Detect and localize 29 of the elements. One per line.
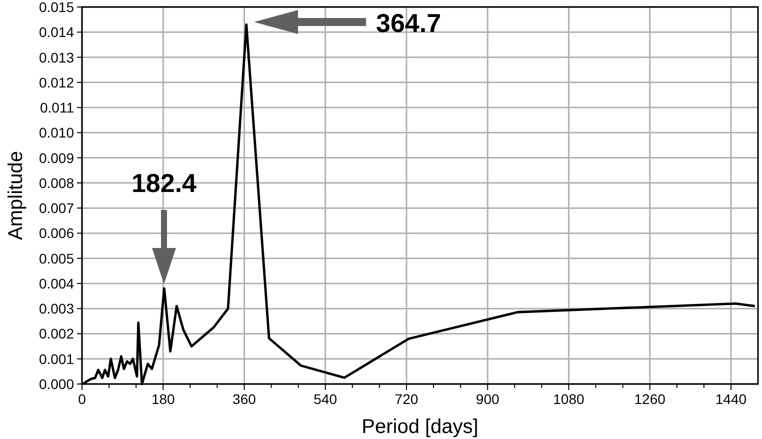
- x-tick-label: 1080: [553, 391, 584, 407]
- y-tick-label: 0.004: [38, 275, 74, 292]
- y-tick-label: 0.006: [38, 225, 74, 242]
- x-axis-title: Period [days]: [362, 416, 478, 438]
- x-tick-label: 360: [232, 391, 256, 407]
- y-tick-label: 0.007: [38, 200, 74, 216]
- y-tick-label: 0.011: [40, 100, 74, 116]
- y-tick-label: 0.012: [38, 74, 74, 90]
- x-tick-label: 900: [476, 391, 500, 407]
- y-tick-label: 0.005: [38, 250, 74, 266]
- y-tick-label: 0.013: [38, 49, 74, 66]
- y-tick-label: 0.010: [38, 124, 74, 141]
- x-tick-label: 720: [394, 391, 418, 407]
- y-tick-label: 0.003: [38, 300, 74, 317]
- x-tick-label: 1260: [634, 391, 666, 407]
- x-tick-label: 540: [314, 391, 338, 407]
- y-axis-title: Amplitude: [5, 151, 27, 240]
- x-tick-label: 180: [151, 391, 176, 407]
- y-tick-label: 0.002: [38, 326, 74, 342]
- y-tick-label: 0.009: [38, 150, 74, 166]
- y-tick-label: 0.000: [38, 376, 74, 392]
- annotation: 364.7: [376, 8, 442, 38]
- y-tick-label: 0.001: [38, 350, 74, 367]
- x-tick-label: 1440: [715, 391, 747, 407]
- x-tick-label: 0: [78, 391, 86, 407]
- y-tick-label: 0.014: [38, 24, 74, 40]
- annotation: 182.4: [131, 168, 198, 198]
- y-tick-label: 0.008: [38, 174, 74, 191]
- y-tick-label: 0.015: [38, 0, 74, 15]
